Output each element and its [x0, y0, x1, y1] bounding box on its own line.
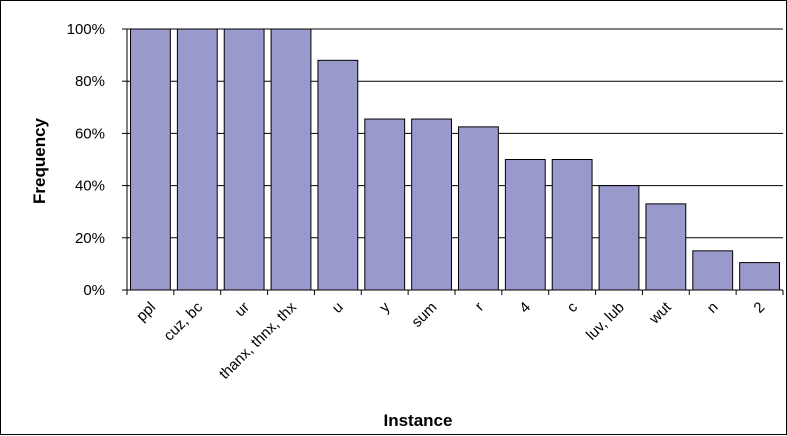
- x-tick-label: 2: [750, 299, 768, 317]
- x-tick-label: ur: [232, 299, 253, 320]
- bar: [458, 126, 499, 291]
- y-tick-label: 40%: [75, 178, 105, 195]
- bar: [317, 59, 359, 291]
- bar: [176, 28, 218, 291]
- bar: [411, 118, 452, 291]
- bar: [551, 159, 593, 291]
- bars: [130, 28, 780, 291]
- x-tick-label: n: [704, 299, 722, 317]
- x-tick-label: luv, lub: [583, 299, 628, 344]
- y-tick-label: 80%: [75, 73, 105, 90]
- x-tick-label: thanx, thnx, thx: [216, 298, 300, 382]
- bar: [645, 203, 687, 291]
- y-tick-label: 20%: [75, 230, 105, 247]
- y-tick-label: 60%: [75, 125, 105, 142]
- x-tick-label: ppl: [133, 299, 159, 325]
- x-tick-label: u: [329, 299, 347, 317]
- y-axis-title: Frequency: [30, 117, 49, 204]
- x-tick-label: 4: [516, 299, 534, 317]
- bar: [504, 159, 546, 291]
- x-tick-label: r: [472, 299, 488, 315]
- x-axis-title: Instance: [384, 411, 453, 430]
- bar: [692, 250, 734, 291]
- y-tick-label: 0%: [83, 282, 105, 299]
- y-tick-label: 100%: [67, 21, 105, 38]
- x-tick-label: y: [376, 298, 394, 316]
- axes: [122, 28, 784, 295]
- y-tick-labels: 0% 20% 40% 60% 80% 100%: [67, 21, 105, 299]
- x-tick-label: sum: [408, 299, 440, 331]
- bar: [364, 118, 406, 291]
- bar: [270, 28, 312, 291]
- bar: [739, 262, 780, 291]
- bar: [598, 185, 640, 291]
- x-tick-label: wut: [645, 298, 675, 328]
- x-tick-label: cuz, bc: [160, 298, 206, 344]
- bar: [223, 28, 265, 291]
- bar: [130, 28, 171, 291]
- x-tick-label: c: [564, 298, 582, 316]
